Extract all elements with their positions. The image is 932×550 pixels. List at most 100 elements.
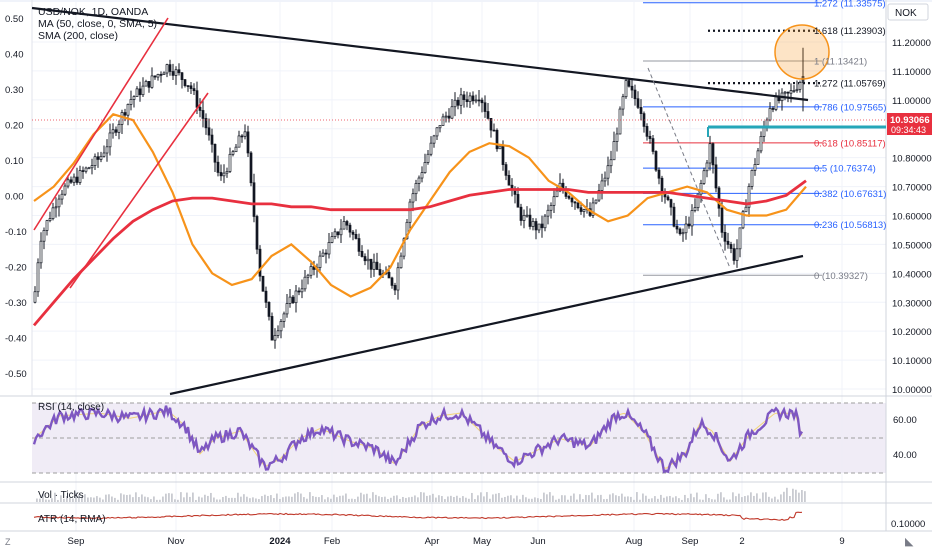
volume-bar <box>168 493 170 502</box>
candle-body <box>591 202 595 216</box>
volume-bar <box>477 495 479 502</box>
candle-body <box>303 276 307 290</box>
volume-bar <box>291 496 293 502</box>
candle-body <box>264 290 268 303</box>
volume-bar <box>240 496 242 502</box>
candle-body <box>552 196 556 206</box>
candle-body <box>699 182 703 195</box>
volume-bar <box>204 494 206 502</box>
volume-bar <box>123 494 125 502</box>
volume-bar <box>582 499 584 502</box>
candle-body <box>210 134 214 145</box>
candle-body <box>108 132 112 148</box>
candle-body <box>147 81 151 88</box>
volume-bar <box>591 492 593 502</box>
volume-bar <box>420 492 422 502</box>
candle-body <box>225 171 229 174</box>
currency-button[interactable] <box>887 3 929 21</box>
volume-bar <box>339 495 341 502</box>
candle-body <box>171 71 175 76</box>
rsi-legend[interactable]: RSI (14, close) <box>38 402 104 413</box>
candle-body <box>138 88 142 96</box>
volume-bar <box>441 496 443 502</box>
candle-body <box>411 193 415 203</box>
volume-bar <box>495 493 497 502</box>
candle-body <box>69 179 73 183</box>
volume-bar <box>381 497 383 502</box>
candle-body <box>321 252 325 257</box>
candle-body <box>354 234 358 239</box>
candle-body <box>150 75 154 88</box>
volume-bar <box>432 493 434 502</box>
volume-bar <box>618 496 620 502</box>
volume-bar <box>600 494 602 502</box>
candle-body <box>567 196 571 199</box>
y-right-tick: 10.40000 <box>892 269 932 280</box>
candle-body <box>666 196 670 200</box>
volume-bar <box>687 498 689 502</box>
volume-bar <box>540 499 542 502</box>
volume-bar <box>399 498 401 502</box>
candle-body <box>360 251 364 257</box>
fib-level-label: 0.618 (10.85117) <box>814 138 886 149</box>
volume-bar <box>708 497 710 502</box>
volume-bar <box>120 493 122 502</box>
volume-bar <box>342 495 344 502</box>
candle-body <box>429 142 433 155</box>
volume-bar <box>198 496 200 502</box>
volume-bar <box>447 496 449 502</box>
ma50-legend[interactable]: MA (50, close, 0, SMA, 5) <box>38 18 157 30</box>
candle-body <box>741 211 745 229</box>
volume-bar <box>48 499 50 502</box>
candle-body <box>750 169 754 187</box>
sma200-legend[interactable]: SMA (200, close) <box>38 30 118 42</box>
price-tag-countdown: 09:34:43 <box>891 125 926 135</box>
volume-bar <box>81 496 83 502</box>
volume-bar <box>36 498 38 502</box>
volume-bar <box>231 497 233 502</box>
candle-body <box>414 183 418 195</box>
volume-bar <box>333 494 335 502</box>
volume-bar <box>192 492 194 502</box>
volume-bar <box>87 497 89 502</box>
candle-body <box>180 72 184 80</box>
y-right-tick: 10.20000 <box>892 327 932 338</box>
candle-body <box>195 90 199 108</box>
candle-body <box>396 267 400 291</box>
volume-bar <box>423 492 425 502</box>
candle-body <box>75 176 79 183</box>
candle-body <box>87 167 91 170</box>
y-left-tick: 0.30 <box>5 85 24 96</box>
volume-bar <box>603 499 605 502</box>
candle-body <box>609 159 613 167</box>
atr-legend[interactable]: ATR (14, RMA) <box>38 514 106 525</box>
y-left-tick: -0.30 <box>5 298 27 309</box>
volume-bar <box>762 492 764 502</box>
y-right-tick: 11.00000 <box>892 96 931 107</box>
y-left-tick: -0.20 <box>5 263 27 274</box>
volume-bar <box>114 497 116 502</box>
vol-legend[interactable]: Vol · Ticks <box>38 490 84 501</box>
timezone-icon[interactable]: Z <box>5 537 11 547</box>
gray-dashed-trend <box>647 67 731 269</box>
candle-body <box>645 126 649 137</box>
volume-bar <box>237 492 239 502</box>
candle-body <box>711 143 715 166</box>
volume-bar <box>360 492 362 502</box>
candle-body <box>606 165 610 179</box>
x-tick: Sep <box>68 536 85 547</box>
candle-body <box>441 116 445 126</box>
candle-body <box>477 99 481 102</box>
symbol-legend[interactable]: USD/NOK, 1D, OANDA <box>38 6 148 18</box>
candle-body <box>717 187 721 209</box>
candle-body <box>744 206 748 213</box>
candle-body <box>714 164 718 189</box>
candle-body <box>51 207 55 219</box>
candle-body <box>297 290 301 293</box>
candle-body <box>375 261 379 270</box>
x-tick: May <box>473 536 491 547</box>
volume-bar <box>225 495 227 502</box>
upper-trendline <box>31 6 809 102</box>
volume-bar <box>519 499 521 502</box>
